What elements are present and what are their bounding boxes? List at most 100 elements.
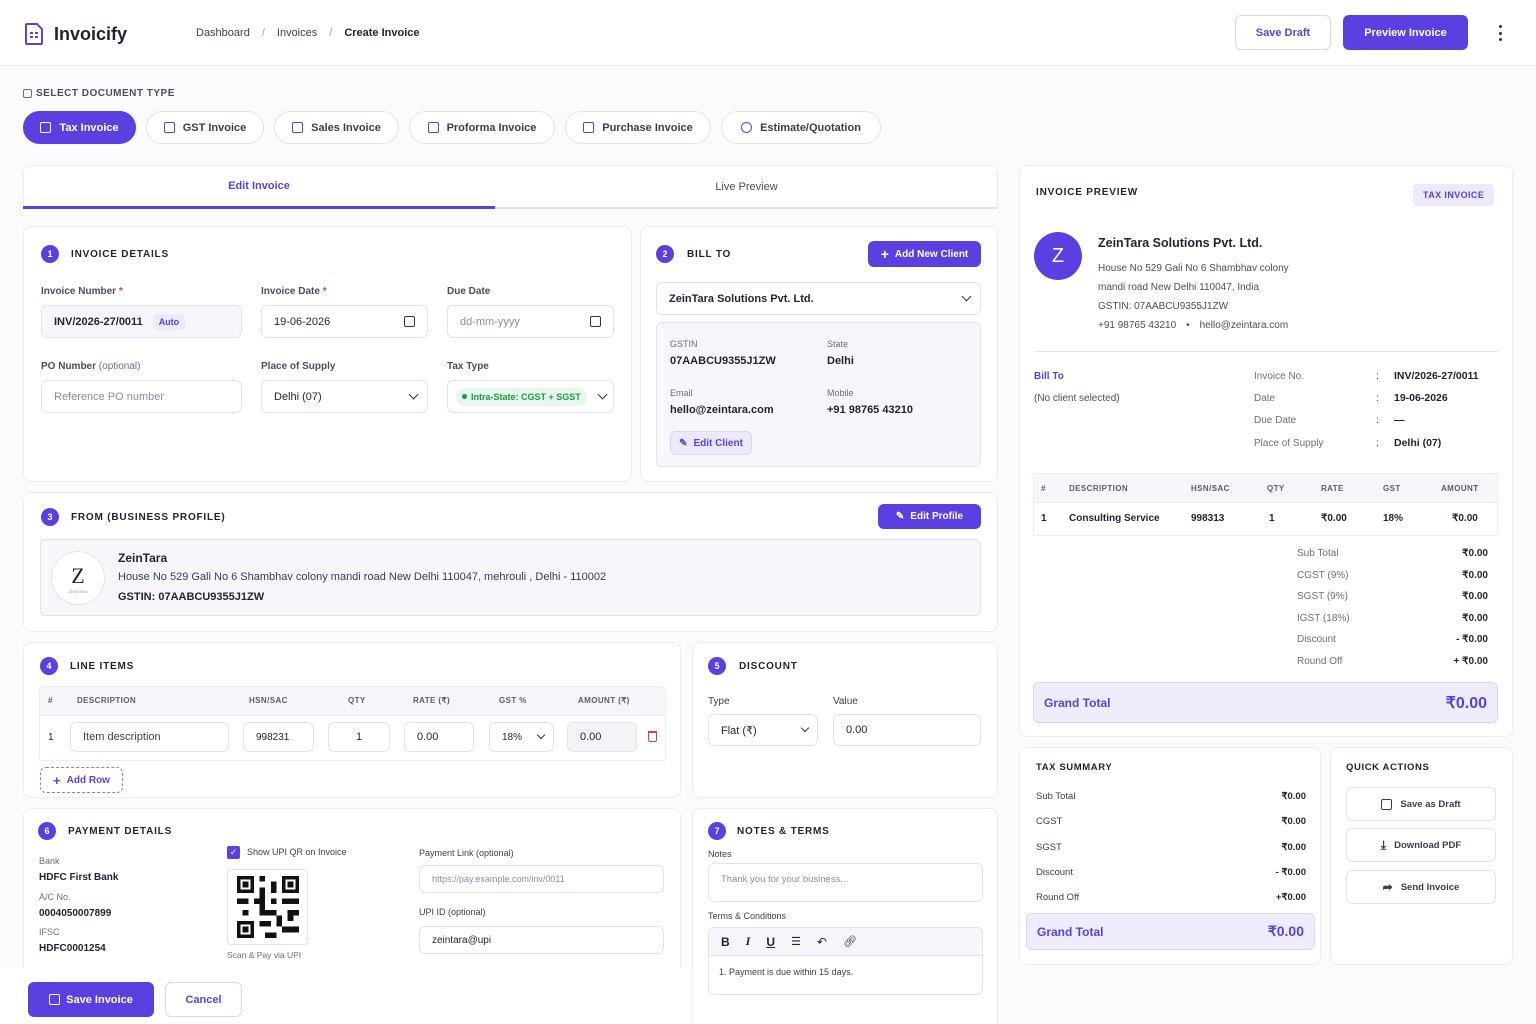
preview-col: GST: [1383, 484, 1401, 493]
client-select[interactable]: ZeinTara Solutions Pvt. Ltd.: [656, 282, 981, 315]
place-of-supply-value: Delhi (07): [274, 390, 322, 403]
business-logo: Z ZEINTARA: [51, 551, 105, 605]
discount-value-input[interactable]: 0.00: [833, 714, 981, 746]
tax-summary-row: CGST ₹0.00: [1036, 816, 1306, 827]
due-date-field[interactable]: dd-mm-yyyy: [447, 305, 614, 338]
invoice-logo-icon: [25, 23, 43, 45]
app-logo[interactable]: Invoicify: [24, 23, 127, 45]
cancel-button[interactable]: Cancel: [165, 982, 242, 1017]
invoice-date-value: 19-06-2026: [274, 315, 331, 328]
description-input[interactable]: Item description: [70, 722, 229, 752]
breadcrumb-invoices[interactable]: Invoices: [276, 27, 318, 39]
rate-input[interactable]: 0.00: [404, 722, 474, 752]
invoice-date-field[interactable]: 19-06-2026: [261, 305, 428, 338]
payment-link-input[interactable]: https://pay.example.com/inv/0011: [419, 865, 664, 893]
italic-icon[interactable]: I: [745, 934, 751, 948]
preview-title: INVOICE PREVIEW: [1036, 187, 1139, 198]
preview-table-header: [1033, 473, 1498, 503]
upi-id-input[interactable]: zeintara@upi: [419, 926, 664, 954]
col-description: DESCRIPTION: [77, 696, 137, 705]
preview-col: #: [1041, 484, 1046, 493]
tax-type-select[interactable]: Intra-State: CGST + SGST: [447, 380, 614, 413]
due-date-placeholder: dd-mm-yyyy: [460, 315, 520, 328]
discount-title: DISCOUNT: [739, 661, 798, 672]
qr-code-icon: [236, 876, 299, 938]
save-draft-button[interactable]: Save Draft: [1235, 15, 1331, 50]
cart-icon: [583, 122, 595, 133]
link-icon[interactable]: 🔗︎: [842, 936, 857, 948]
plus-icon: +: [880, 246, 889, 262]
invoice-number-field[interactable]: INV/2026-27/0011 Auto: [41, 305, 242, 338]
po-number-input[interactable]: Reference PO number: [41, 380, 242, 413]
hsn-input[interactable]: 998231: [243, 722, 314, 752]
check-icon: ✓: [229, 847, 238, 857]
status-dot-icon: [462, 394, 467, 399]
rate-value: 0.00: [417, 731, 439, 743]
doc-type-purchase-invoice[interactable]: Purchase Invoice: [565, 111, 711, 144]
doc-type-gst-invoice[interactable]: GST Invoice: [146, 111, 264, 144]
doc-type-label: Estimate/Quotation: [760, 121, 861, 134]
breadcrumb-dashboard[interactable]: Dashboard: [196, 27, 250, 39]
gstin-value: 07AABCU9355J1ZW: [670, 355, 776, 367]
tab-preview-label: Live Preview: [715, 181, 778, 193]
qty-input[interactable]: 1: [328, 722, 390, 752]
client-select-value: ZeinTara Solutions Pvt. Ltd.: [669, 292, 814, 305]
doc-type-label: GST Invoice: [182, 121, 247, 134]
discount-type-select[interactable]: Flat (₹): [708, 714, 818, 746]
business-gstin: GSTIN: 07AABCU9355J1ZW: [118, 591, 265, 603]
download-pdf-button[interactable]: ⤓ Download PDF: [1346, 828, 1496, 862]
delete-row-icon[interactable]: [648, 731, 657, 742]
preview-doc-badge: TAX INVOICE: [1413, 184, 1495, 206]
bag-icon: [292, 122, 304, 133]
breadcrumb-separator: /: [261, 27, 265, 39]
notes-textarea[interactable]: Thank you for your business...: [708, 863, 983, 902]
more-menu-icon[interactable]: [1497, 25, 1503, 41]
discount-value: 0.00: [846, 724, 868, 736]
doc-type-proforma-invoice[interactable]: Proforma Invoice: [409, 111, 555, 144]
col-rate: RATE (₹): [413, 696, 451, 705]
quick-actions-title: QUICK ACTIONS: [1346, 762, 1430, 773]
meta-colon: :: [1376, 415, 1379, 426]
preview-company: ZeinTara Solutions Pvt. Ltd.: [1098, 236, 1263, 250]
preview-cell: 998313: [1191, 513, 1225, 524]
bold-icon[interactable]: B: [721, 934, 730, 949]
download-icon: ⤓: [1380, 837, 1387, 852]
send-invoice-button[interactable]: ➦ Send Invoice: [1346, 870, 1496, 904]
show-upi-label[interactable]: Show UPI QR on Invoice: [247, 847, 347, 857]
meta-value: 19-06-2026: [1394, 392, 1448, 404]
mobile-value: +91 98765 43210: [827, 404, 913, 416]
tab-live-preview[interactable]: Live Preview: [495, 165, 998, 209]
save-invoice-button[interactable]: Save Invoice: [28, 982, 154, 1017]
underline-icon[interactable]: U: [766, 934, 776, 949]
doc-type-tax-invoice[interactable]: Tax Invoice: [23, 111, 136, 144]
edit-client-button[interactable]: ✎ Edit Client: [670, 431, 752, 455]
undo-icon[interactable]: ↶: [816, 934, 827, 949]
qty-value: 1: [355, 731, 363, 743]
invoice-number-label: Invoice Number *: [41, 286, 123, 297]
place-of-supply-select[interactable]: Delhi (07): [261, 380, 428, 413]
business-name: ZeinTara: [118, 551, 168, 565]
gst-select[interactable]: 18%: [489, 722, 554, 752]
gstin-label: GSTIN: [670, 339, 698, 349]
table-row: [1033, 503, 1498, 536]
doc-type-estimate[interactable]: Estimate/Quotation: [721, 111, 881, 144]
share-icon: ➦: [1382, 880, 1393, 894]
show-upi-checkbox[interactable]: ✓: [227, 846, 240, 859]
tax-summary-grand-total: Grand Total ₹0.00: [1026, 913, 1315, 950]
save-as-draft-button[interactable]: Save as Draft: [1346, 787, 1496, 821]
description-placeholder: Item description: [83, 731, 161, 743]
preview-col: HSN/SAC: [1191, 484, 1230, 493]
tab-edit-invoice[interactable]: Edit Invoice: [23, 165, 495, 209]
preview-invoice-button[interactable]: Preview Invoice: [1343, 15, 1468, 50]
list-icon[interactable]: ☰: [791, 936, 801, 948]
terms-content[interactable]: 1. Payment is due within 15 days.: [719, 967, 854, 977]
preview-cell: Consulting Service: [1069, 513, 1160, 524]
calendar-icon[interactable]: [590, 316, 601, 327]
invoice-details-title: INVOICE DETAILS: [71, 249, 169, 260]
tax-summary-row: Round Off +₹0.00: [1036, 892, 1306, 903]
add-row-button[interactable]: + Add Row: [40, 767, 123, 793]
add-new-client-button[interactable]: + Add New Client: [868, 241, 981, 267]
calendar-icon[interactable]: [404, 316, 415, 327]
edit-profile-button[interactable]: ✎ Edit Profile: [878, 504, 981, 529]
doc-type-sales-invoice[interactable]: Sales Invoice: [274, 111, 399, 144]
